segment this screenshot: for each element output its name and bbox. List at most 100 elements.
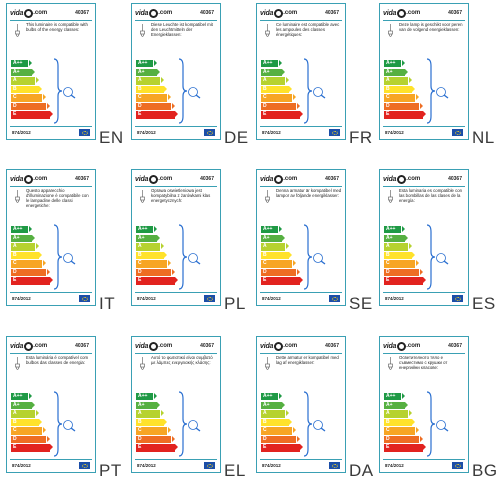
lamp-icon: [15, 190, 20, 203]
regulation-number: 874/2012: [137, 463, 156, 468]
divider: [135, 186, 217, 187]
energy-class-bar: A: [261, 243, 290, 251]
lamp-icon: [15, 24, 20, 37]
brand-logo: vida .com: [10, 174, 48, 184]
energy-label-cell-es: vida .com 40367 Esta luminaria es compati…: [376, 166, 500, 332]
energy-class-bar: E: [261, 444, 303, 452]
brand-logo: vida .com: [383, 341, 421, 351]
regulation-number: 874/2012: [137, 130, 156, 135]
bulb-icon: [313, 87, 326, 99]
energy-class-scale: A++ A+ A B C D E: [261, 393, 303, 453]
energy-class-bar: A+: [11, 234, 35, 242]
brace-icon: [178, 58, 188, 124]
energy-class-bar: E: [136, 277, 178, 285]
eu-flag-icon: [204, 462, 215, 469]
energy-class-bar: D: [261, 268, 300, 277]
regulation-number: 874/2012: [262, 130, 281, 135]
energy-class-bar: C: [11, 260, 47, 268]
energy-class-bar: D: [136, 102, 175, 111]
divider: [135, 459, 217, 460]
energy-class-bar: A+: [384, 234, 408, 242]
brand-logo: vida .com: [135, 174, 173, 184]
lamp-icon: [140, 357, 145, 370]
energy-class-bar: E: [11, 277, 53, 285]
compatibility-text: Ce luminaire est compatible avec les amp…: [276, 22, 340, 38]
energy-class-bar: A: [261, 410, 290, 418]
logo-dot-icon: [396, 174, 406, 184]
brand-logo: vida .com: [135, 8, 173, 18]
divider: [10, 459, 92, 460]
divider: [10, 126, 92, 127]
energy-class-bar: A+: [261, 234, 285, 242]
energy-class-bar: A+: [136, 68, 160, 76]
energy-label-card: vida .com 40367 Осветителното тяло е съвм…: [379, 336, 469, 473]
energy-class-bar: A++: [261, 60, 282, 68]
divider: [260, 126, 342, 127]
divider: [383, 126, 465, 127]
brace-icon: [303, 224, 313, 290]
energy-class-bar: A: [384, 77, 413, 85]
divider: [10, 353, 92, 354]
product-code: 40367: [200, 176, 214, 182]
energy-class-bar: C: [136, 260, 172, 268]
regulation-number: 874/2012: [12, 130, 31, 135]
regulation-number: 874/2012: [137, 296, 156, 301]
energy-label-cell-se: vida .com 40367 Denna armatur är kompatib…: [253, 166, 378, 332]
energy-class-bar: A++: [136, 60, 157, 68]
energy-class-scale: A++ A+ A B C D E: [11, 60, 53, 120]
lamp-icon: [388, 24, 393, 37]
logo-dot-icon: [396, 341, 406, 351]
compatibility-text: Esta luminaria es compatible con las bom…: [399, 188, 463, 204]
energy-label-card: vida .com 40367 This luminaire is compati…: [6, 3, 96, 140]
bulb-icon: [63, 253, 76, 265]
energy-class-bar: C: [261, 260, 297, 268]
product-code: 40367: [325, 10, 339, 16]
energy-class-scale: A++ A+ A B C D E: [11, 393, 53, 453]
logo-dot-icon: [23, 8, 33, 18]
energy-label-cell-de: vida .com 40367 Diese Leuchte ist kompati…: [128, 0, 253, 166]
brand-logo: vida .com: [260, 341, 298, 351]
eu-flag-icon: [79, 462, 90, 469]
brace-icon: [178, 391, 188, 457]
divider: [135, 292, 217, 293]
energy-class-bar: D: [136, 435, 175, 444]
language-code: ES: [472, 294, 496, 313]
compatibility-text: Denna armatur är kompatibel med lampor a…: [276, 188, 342, 199]
energy-label-cell-en: vida .com 40367 This luminaire is compati…: [3, 0, 128, 166]
energy-label-cell-it: vida .com 40367 Questo apparecchio d'illu…: [3, 166, 128, 332]
divider: [383, 292, 465, 293]
energy-class-scale: A++ A+ A B C D E: [384, 60, 426, 120]
energy-class-bar: E: [11, 444, 53, 452]
divider: [135, 20, 217, 21]
energy-class-scale: A++ A+ A B C D E: [384, 393, 426, 453]
energy-class-bar: A++: [11, 393, 32, 401]
language-code: EN: [99, 128, 124, 147]
energy-class-scale: A++ A+ A B C D E: [384, 226, 426, 286]
energy-class-bar: A: [11, 410, 40, 418]
energy-label-cell-pt: vida .com 40367 Esta luminária é compatív…: [3, 333, 128, 499]
energy-class-bar: A+: [261, 68, 285, 76]
energy-class-bar: A+: [384, 401, 408, 409]
energy-class-bar: E: [384, 444, 426, 452]
energy-label-cell-nl: vida .com 40367 Deze lamp is geschikt voo…: [376, 0, 500, 166]
energy-class-scale: A++ A+ A B C D E: [136, 393, 178, 453]
energy-class-bar: B: [11, 418, 43, 427]
lamp-icon: [388, 190, 393, 203]
energy-label-cell-da: vida .com 40367 Dette armatur er kompatib…: [253, 333, 378, 499]
energy-class-bar: B: [384, 85, 416, 94]
logo-dot-icon: [23, 174, 33, 184]
energy-class-bar: D: [11, 435, 50, 444]
lamp-icon: [265, 190, 270, 203]
logo-dot-icon: [273, 341, 283, 351]
brace-icon: [53, 58, 63, 124]
brand-logo: vida .com: [260, 174, 298, 184]
energy-class-bar: A+: [136, 234, 160, 242]
brace-icon: [303, 58, 313, 124]
energy-label-card: vida .com 40367 Oprawa oswietleniowa jest…: [131, 169, 221, 306]
energy-class-bar: B: [384, 418, 416, 427]
eu-flag-icon: [204, 129, 215, 136]
brace-icon: [53, 224, 63, 290]
energy-class-bar: A++: [384, 60, 405, 68]
brand-logo: vida .com: [10, 8, 48, 18]
language-code: BG: [472, 461, 498, 480]
